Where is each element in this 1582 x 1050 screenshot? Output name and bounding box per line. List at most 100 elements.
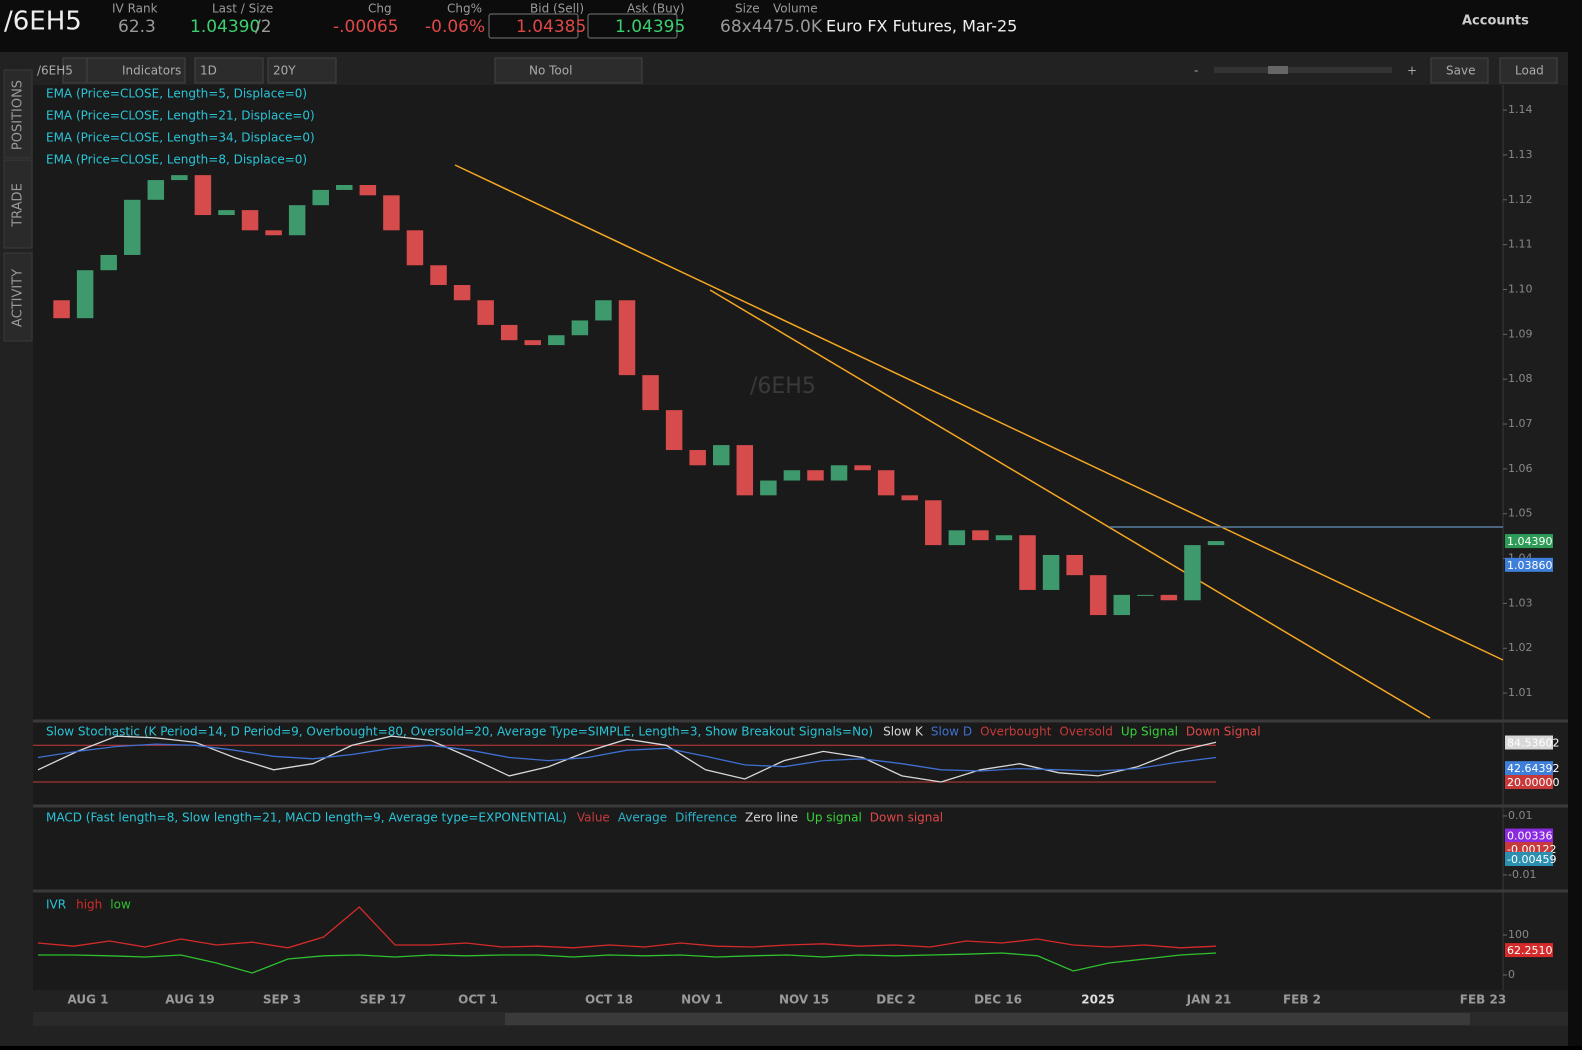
value-marker (1505, 943, 1553, 958)
toolbar-label[interactable]: 20Y (273, 64, 296, 78)
candle (995, 535, 1013, 541)
candle (1089, 575, 1107, 616)
x-tick-label: OCT 1 (458, 993, 498, 1007)
toolbar-button[interactable] (1430, 57, 1489, 84)
y-tick-label: 1.02 (1508, 641, 1533, 654)
x-tick-label: 2025 (1081, 993, 1114, 1007)
candle (830, 465, 848, 481)
trendline (454, 164, 1504, 661)
sidebar-tab-label[interactable]: TRADE (11, 183, 26, 228)
toolbar-label[interactable]: No Tool (529, 64, 572, 78)
value-marker (1505, 775, 1553, 790)
sidebar-tab[interactable] (3, 159, 33, 249)
candle (760, 480, 777, 496)
candle (312, 189, 329, 206)
study-label: EMA (Price=CLOSE, Length=8, Displace=0) (46, 153, 307, 167)
legend-entry: Value (577, 811, 610, 825)
toolbar-label[interactable]: Load (1515, 64, 1544, 78)
toolbar-button[interactable] (494, 57, 643, 84)
candle (123, 199, 141, 255)
toolbar-button[interactable] (1499, 57, 1558, 84)
toolbar-label[interactable]: 1D (200, 64, 217, 78)
sidebar-tab[interactable] (3, 252, 33, 342)
y-tick-label: 1.05 (1508, 507, 1533, 520)
candle (524, 340, 542, 346)
value-marker (1505, 851, 1553, 866)
legend-entry: Down signal (870, 811, 943, 825)
candle (1019, 535, 1036, 590)
value-marker (1505, 534, 1553, 549)
sidebar-tab-label[interactable]: POSITIONS (11, 80, 26, 150)
field-value: 68x44 (720, 17, 773, 37)
x-tick-label: NOV 15 (779, 993, 829, 1007)
scrollbar-thumb[interactable] (505, 1013, 1470, 1025)
candle (406, 230, 424, 266)
value-marker (1505, 761, 1553, 776)
x-tick-label: SEP 17 (360, 993, 407, 1007)
candle (1207, 541, 1225, 546)
x-tick-label: JAN 21 (1186, 993, 1232, 1007)
candle (1184, 545, 1201, 601)
y-tick-label: -0.01 (1508, 868, 1536, 881)
x-tick-label: NOV 1 (681, 993, 723, 1007)
candle (972, 530, 989, 541)
candle (548, 335, 565, 346)
candle (595, 300, 612, 321)
quote-box[interactable] (587, 13, 678, 39)
y-tick-label: 100 (1508, 928, 1529, 941)
legend-entry: Oversold (1059, 725, 1112, 739)
candle (712, 445, 730, 466)
field-label: Chg% (447, 2, 482, 16)
sidebar-tab-label[interactable]: ACTIVITY (11, 269, 26, 327)
candle (453, 285, 471, 301)
candle (383, 195, 400, 231)
field-value: -.00065 (333, 17, 399, 37)
panel-title: IVR (46, 898, 66, 912)
zoom-slider[interactable] (1214, 67, 1392, 73)
legend-entry: Down Signal (1186, 725, 1261, 739)
toolbar-label[interactable]: - (1194, 64, 1198, 78)
toolbar-label[interactable]: Indicators (122, 64, 181, 78)
toolbar-button[interactable] (194, 57, 264, 84)
toolbar-button[interactable] (86, 57, 186, 84)
study-label: EMA (Price=CLOSE, Length=5, Displace=0) (46, 87, 307, 101)
panel-title: MACD (Fast length=8, Slow length=21, MAC… (46, 811, 567, 825)
candle (571, 320, 589, 336)
value-marker-label: 62.2510 (1507, 944, 1553, 957)
field-value: 1.04390 (190, 17, 260, 37)
candle (807, 470, 824, 481)
toolbar-button[interactable] (267, 57, 337, 84)
series-line (37, 743, 1217, 772)
field-value: 75.0K (773, 17, 823, 37)
accounts-menu[interactable]: Accounts (1462, 14, 1529, 29)
candle (500, 324, 518, 341)
x-tick-label: DEC 16 (974, 993, 1022, 1007)
y-tick-label: 1.09 (1508, 327, 1533, 340)
candle (477, 300, 494, 325)
study-label: EMA (Price=CLOSE, Length=34, Displace=0) (46, 131, 315, 145)
trendline (709, 289, 1431, 719)
legend-entry: Difference (675, 811, 737, 825)
value-marker-label: 84.53602 (1507, 736, 1560, 749)
field-label: IV Rank (112, 2, 158, 16)
candle (265, 230, 282, 236)
y-tick-label: 1.03 (1508, 596, 1533, 609)
quote-box[interactable] (488, 13, 579, 39)
candle (1066, 554, 1083, 576)
candle (1113, 594, 1131, 616)
toolbar-label[interactable]: /6EH5 (37, 64, 73, 78)
value-marker-label: 1.04390 (1507, 535, 1553, 548)
legend-entry: Up signal (806, 811, 862, 825)
candle (100, 254, 117, 271)
candle (689, 450, 706, 466)
zoom-slider-thumb[interactable] (1268, 66, 1288, 74)
toolbar-label[interactable]: + (1407, 64, 1417, 78)
sidebar-tab[interactable] (3, 69, 33, 159)
toolbar-label[interactable]: Save (1446, 64, 1475, 78)
field-value: 1.04385 (516, 17, 586, 37)
description: Euro FX Futures, Mar-25 (826, 17, 1017, 36)
value-marker-label: 20.00000 (1507, 776, 1560, 789)
y-tick-label: 0.01 (1508, 809, 1533, 822)
field-label: Chg (368, 2, 392, 16)
